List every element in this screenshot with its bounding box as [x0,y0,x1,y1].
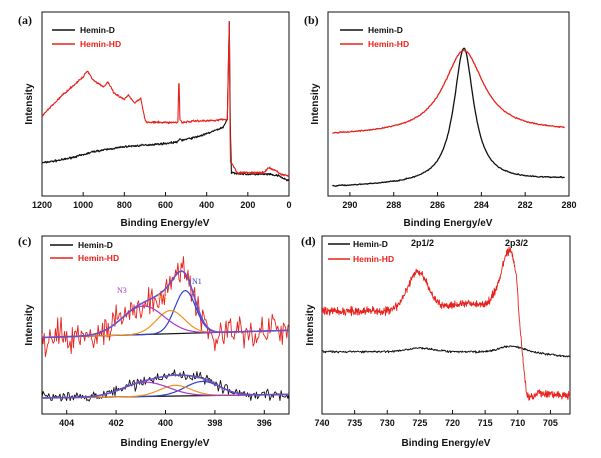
panel-a-tick-label: 800 [117,200,132,210]
panel-b-frame [327,11,570,197]
panel-d-tick-label: 705 [543,418,558,428]
legend-a-hemin-hd: Hemin-HD [80,39,121,49]
panel-a: (a) 1200 1000 800 600 400 200 0 Hemin-D Hemin-… [18,11,292,229]
panel-c-ylabel: Intensity [24,304,35,346]
panel-c-tick-label: 404 [59,418,74,428]
panel-c-xlabel: Binding Energy/eV [121,438,210,449]
panel-a-tick-label: 0 [286,200,291,210]
panel-d-tick-label: 715 [478,418,493,428]
panel-b-tick-label: 284 [474,200,489,210]
panel-d-legend: Hemin-D Hemin-HD [328,239,394,264]
fit-label-n1: N1 [192,277,202,286]
panel-d: (d) 740 735 730 725 720 715 710 705 2p1/2 2p3/2… [301,234,571,449]
legend-b-hemin-d: Hemin-D [368,25,403,35]
legend-b-hemin-hd: Hemin-HD [368,39,409,49]
panel-a-tick-label: 1200 [32,200,52,210]
legend-d-hemin-hd: Hemin-HD [353,254,394,264]
panel-b-tick-label: 286 [430,200,445,210]
series-c-hemin-hd [41,256,290,358]
panel-d-frame [321,235,571,415]
panel-a-tick-label: 400 [199,200,214,210]
panel-c-tick-label: 396 [257,418,272,428]
panel-a-xlabel: Binding Energy/eV [121,218,210,229]
panel-a-tick-label: 200 [240,200,255,210]
panel-b-ylabel: Intensity [310,83,321,125]
panel-c-tick-label: 400 [158,418,173,428]
series-b-hemin-d [332,47,565,187]
panel-b: (b) 290 288 286 284 282 280 Hemin-D Hemin-HD … [304,11,577,229]
panel-d-tick-label: 735 [347,418,362,428]
panel-b-tick-label: 288 [386,200,401,210]
panel-b-tick-label: 280 [561,200,576,210]
panel-c-tick-label: 398 [207,418,222,428]
panel-d-tick-label: 730 [380,418,395,428]
fit-envelope-lower [42,374,289,399]
panel-b-xlabel: Binding Energy/eV [404,218,493,229]
panel-d-ylabel: Intensity [305,304,316,346]
series-b-hemin-hd [332,49,565,134]
panel-a-label: (a) [18,13,32,27]
panel-a-tick-label: 1000 [73,200,93,210]
series-d-hemin-hd [321,246,571,401]
peak-label-2p1-2: 2p1/2 [411,238,434,248]
panel-b-legend: Hemin-D Hemin-HD [340,25,409,49]
panel-a-legend: Hemin-D Hemin-HD [52,25,121,49]
legend-c-hemin-d: Hemin-D [78,240,113,250]
peak-label-2p3-2: 2p3/2 [505,238,528,248]
panel-d-label: (d) [301,234,316,248]
legend-a-hemin-d: Hemin-D [80,25,115,35]
fit-label-n2: N2 [157,292,167,301]
series-d-hemin-d [321,345,571,358]
series-a-hemin-d [41,20,290,182]
panel-d-tick-label: 725 [412,418,427,428]
series-a-hemin-hd [41,21,290,177]
panel-b-tick-label: 290 [342,200,357,210]
panel-d-tick-label: 720 [445,418,460,428]
panel-d-tick-label: 710 [510,418,525,428]
panel-d-xlabel: Binding Energy/eV [402,438,491,449]
panel-c-legend: Hemin-D Hemin-HD [50,240,119,263]
panel-c-label: (c) [18,234,31,248]
panel-b-label: (b) [304,13,319,27]
legend-d-hemin-d: Hemin-D [353,239,388,249]
panel-a-ylabel: Intensity [24,83,35,125]
legend-c-hemin-hd: Hemin-HD [78,253,119,263]
panel-a-tick-label: 600 [158,200,173,210]
panel-d-tick-label: 740 [314,418,329,428]
fit-envelope-upper [41,270,290,339]
panel-b-tick-label: 282 [518,200,533,210]
panel-c: (c) 404 402 400 398 396 N1 N2 N3 Hemin-D Hem… [18,234,290,449]
fit-label-n3: N3 [117,286,127,295]
panel-c-tick-label: 402 [109,418,124,428]
